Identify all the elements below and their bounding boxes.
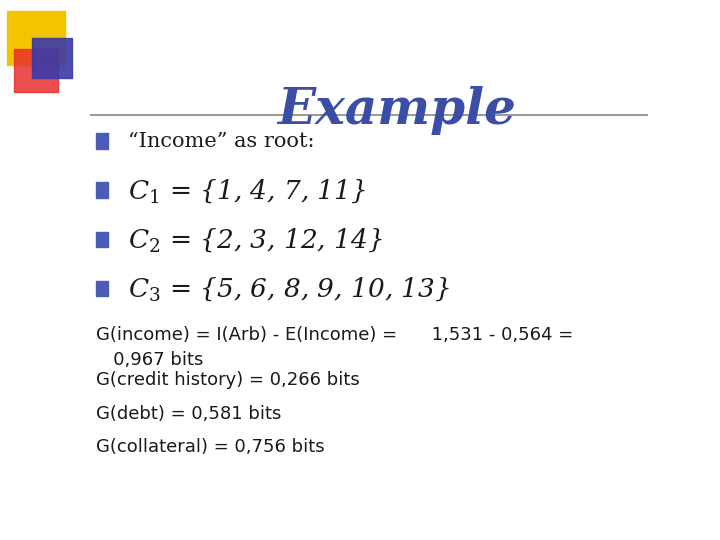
FancyBboxPatch shape [96,281,108,296]
Text: $C_1$ = {1, 4, 7, 11}: $C_1$ = {1, 4, 7, 11} [128,177,366,205]
Text: Example: Example [277,85,516,134]
Text: G(collateral) = 0,756 bits: G(collateral) = 0,756 bits [96,438,324,456]
Text: “Income” as root:: “Income” as root: [128,132,315,151]
FancyBboxPatch shape [96,232,108,247]
Text: $C_2$ = {2, 3, 12, 14}: $C_2$ = {2, 3, 12, 14} [128,226,383,254]
Text: $C_3$ = {5, 6, 8, 9, 10, 13}: $C_3$ = {5, 6, 8, 9, 10, 13} [128,275,450,302]
Text: G(credit history) = 0,266 bits: G(credit history) = 0,266 bits [96,371,359,389]
Text: G(income) = I(Arb) - E(Income) =      1,531 - 0,564 =
   0,967 bits: G(income) = I(Arb) - E(Income) = 1,531 -… [96,326,573,368]
FancyBboxPatch shape [96,183,108,198]
FancyBboxPatch shape [96,133,108,149]
Text: G(debt) = 0,581 bits: G(debt) = 0,581 bits [96,404,281,422]
